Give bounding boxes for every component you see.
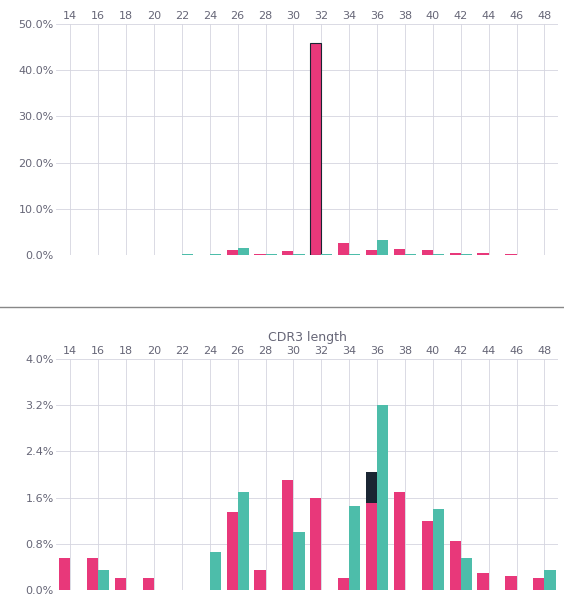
Bar: [237, 247, 249, 255]
Bar: [394, 492, 405, 590]
Bar: [394, 249, 405, 255]
Bar: [366, 471, 377, 503]
Bar: [433, 509, 444, 590]
Bar: [283, 251, 293, 255]
Bar: [321, 253, 332, 255]
Bar: [293, 532, 305, 590]
Bar: [422, 249, 433, 255]
Bar: [182, 254, 193, 255]
Bar: [338, 243, 349, 255]
Bar: [450, 541, 461, 590]
Bar: [115, 579, 126, 590]
Bar: [544, 569, 556, 590]
Bar: [366, 503, 377, 590]
Bar: [534, 579, 544, 590]
Bar: [310, 498, 321, 590]
Bar: [87, 558, 98, 590]
Bar: [377, 240, 388, 255]
Bar: [505, 254, 517, 255]
Bar: [505, 576, 517, 590]
Bar: [227, 512, 237, 590]
Bar: [366, 250, 377, 255]
Bar: [293, 253, 305, 255]
Bar: [227, 250, 237, 255]
Bar: [254, 569, 266, 590]
Bar: [59, 558, 70, 590]
Bar: [433, 253, 444, 255]
Bar: [377, 405, 388, 590]
Bar: [254, 253, 266, 255]
Bar: [266, 254, 277, 255]
Bar: [98, 569, 109, 590]
Bar: [478, 253, 488, 255]
Bar: [143, 579, 154, 590]
Bar: [338, 579, 349, 590]
Bar: [349, 254, 360, 255]
Bar: [237, 492, 249, 590]
Bar: [210, 553, 221, 590]
Bar: [478, 573, 488, 590]
Bar: [422, 521, 433, 590]
Bar: [349, 506, 360, 590]
Bar: [310, 43, 321, 255]
Bar: [450, 253, 461, 255]
Bar: [210, 254, 221, 255]
Bar: [283, 480, 293, 590]
Bar: [405, 254, 416, 255]
X-axis label: CDR3 length: CDR3 length: [268, 330, 347, 344]
Bar: [461, 558, 472, 590]
Bar: [461, 253, 472, 255]
